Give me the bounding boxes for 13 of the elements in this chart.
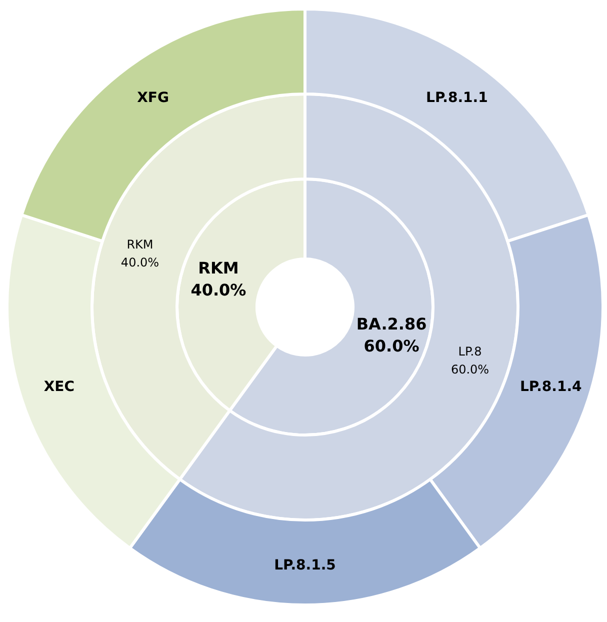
slice-label: LP.8.1.1: [426, 90, 488, 106]
slice-label: BA.2.86: [356, 314, 427, 334]
slice-label: XEC: [44, 378, 74, 395]
data-label: 40.0%: [190, 280, 246, 300]
data-label: 40.0%: [120, 255, 160, 270]
data-label: 60.0%: [450, 362, 490, 377]
slice-label: XFG: [137, 90, 169, 106]
slice-label: RKM: [198, 258, 239, 278]
data-label: 60.0%: [364, 336, 420, 356]
slice-label: LP.8.1.5: [274, 558, 336, 574]
slice-label: LP.8: [458, 344, 482, 359]
slice-label: LP.8.1.4: [520, 378, 582, 395]
slice-label: RKM: [126, 237, 154, 252]
